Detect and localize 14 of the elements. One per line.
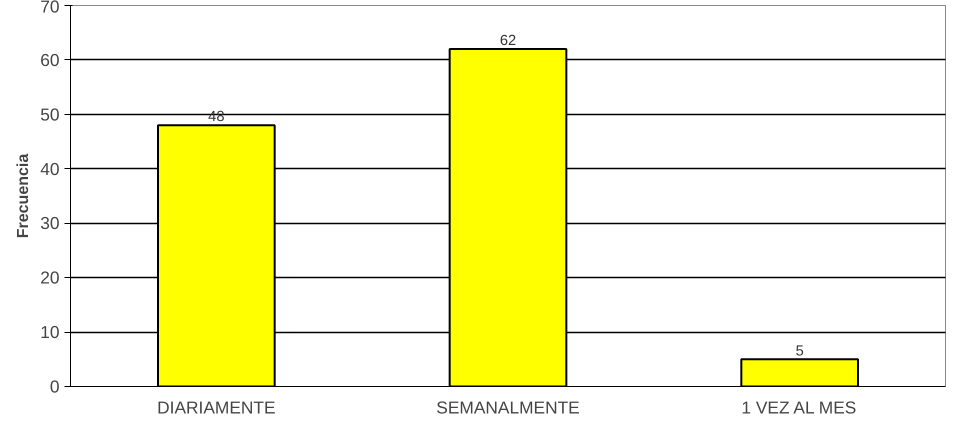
y-tick-label: 50	[40, 104, 60, 124]
y-tick-label: 40	[40, 158, 60, 179]
x-tick-label: 1 VEZ AL MES	[741, 398, 856, 418]
y-tick-label: 0	[50, 376, 60, 396]
y-axis-title: Frecuencia	[15, 154, 32, 238]
data-label: 5	[796, 343, 804, 360]
x-tick-label: DIARIAMENTE	[157, 398, 276, 418]
y-tick-label: 70	[40, 0, 60, 16]
y-tick-label: 10	[40, 322, 60, 342]
y-tick-label: 30	[40, 213, 60, 234]
y-tick-label: 20	[40, 268, 60, 288]
data-label: 62	[500, 33, 516, 50]
y-tick-label: 60	[40, 50, 60, 70]
x-tick-label: SEMANALMENTE	[436, 398, 580, 418]
